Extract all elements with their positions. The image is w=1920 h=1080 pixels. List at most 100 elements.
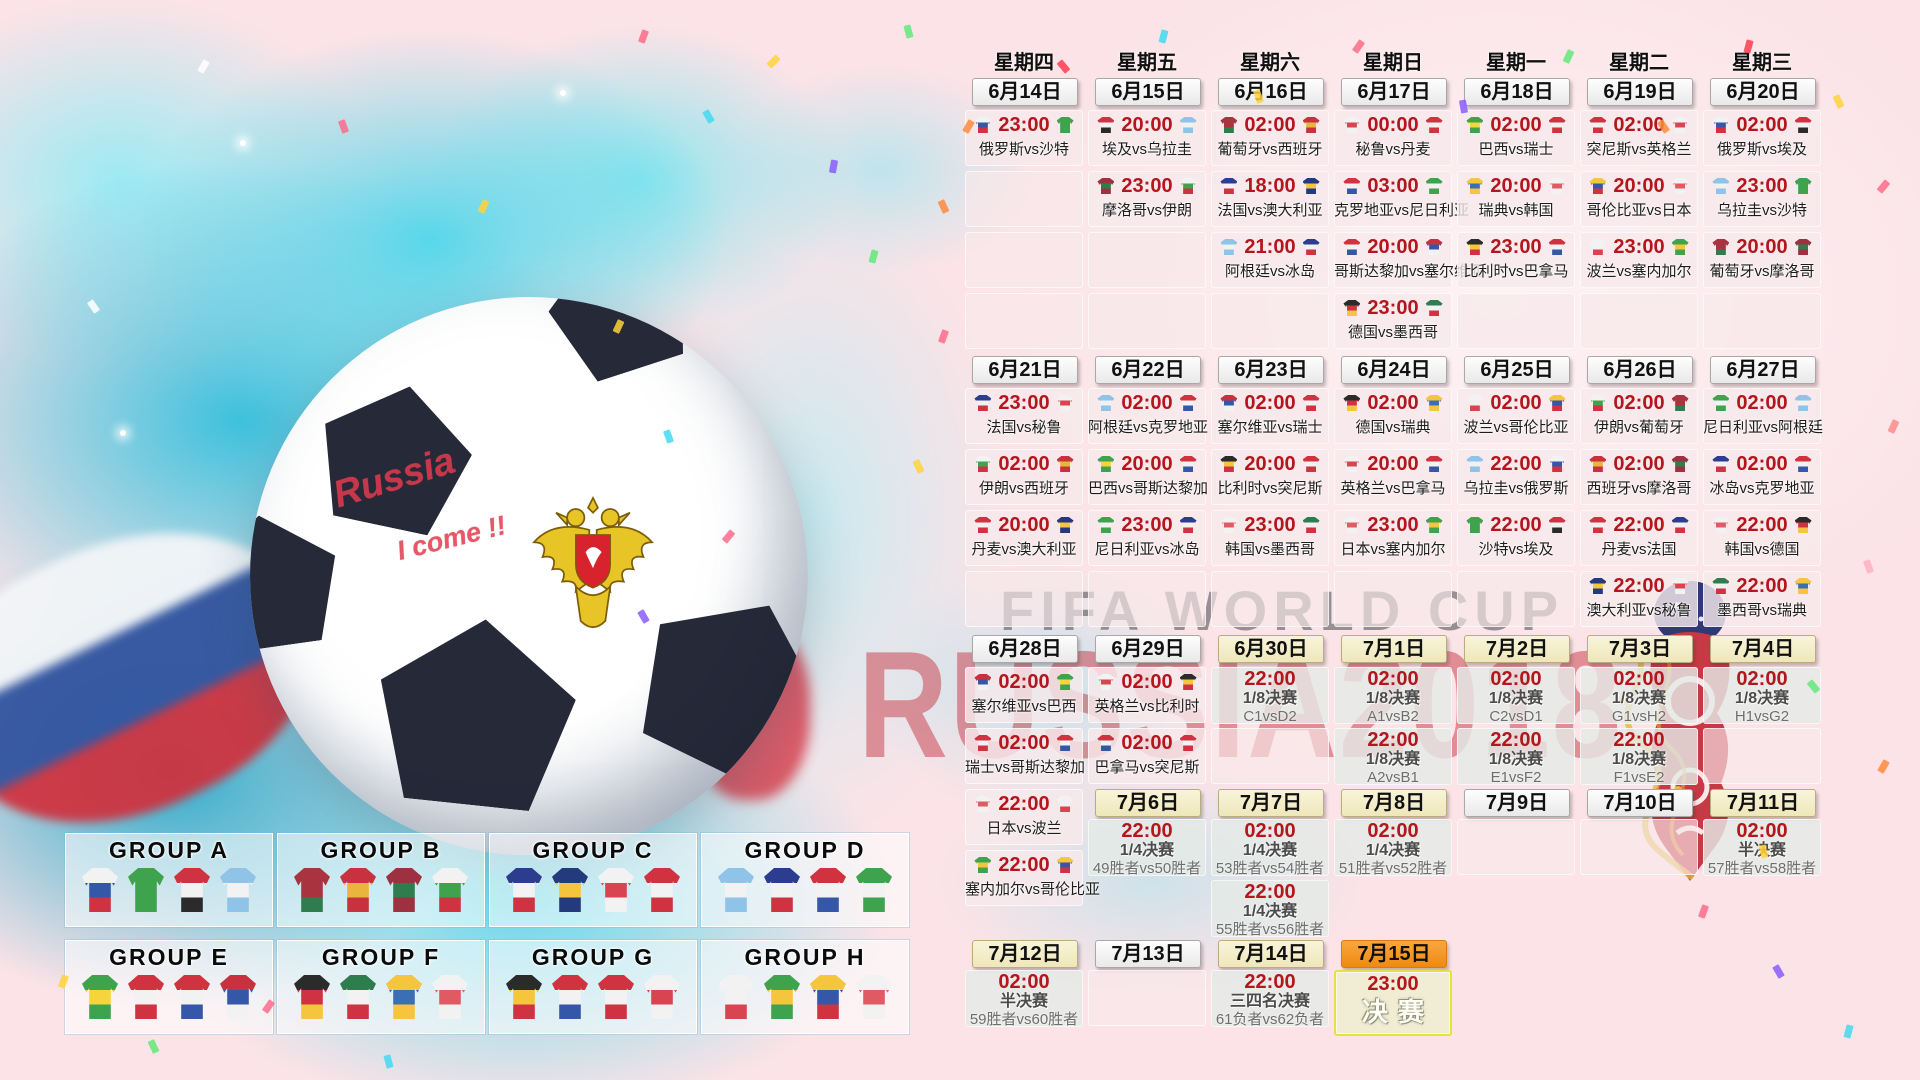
match-cell: 22:00 塞内加尔vs哥伦比亚 xyxy=(965,850,1100,906)
match-teams: 阿根廷vs克罗地亚 xyxy=(1088,419,1209,436)
empty-cell xyxy=(965,171,1083,227)
date-button[interactable]: 6月26日 xyxy=(1587,356,1693,384)
match-cell: 20:00 瑞典vs韩国 xyxy=(1457,171,1575,227)
match-teams: 葡萄牙vs西班牙 xyxy=(1217,141,1323,158)
date-button[interactable]: 7月15日 xyxy=(1341,940,1447,968)
home-jersey-icon xyxy=(1343,517,1361,533)
date-button[interactable]: 6月21日 xyxy=(972,356,1078,384)
date-button[interactable]: 6月23日 xyxy=(1218,356,1324,384)
knockout-pair: E1vsF2 xyxy=(1490,769,1542,786)
date-button[interactable]: 6月30日 xyxy=(1218,635,1324,663)
date-button[interactable]: 7月2日 xyxy=(1464,635,1570,663)
date-button[interactable]: 7月9日 xyxy=(1464,789,1570,817)
match-teams: 日本vs塞内加尔 xyxy=(1340,541,1446,558)
away-jersey-icon xyxy=(1671,178,1689,194)
match-row: 02:00 xyxy=(965,453,1083,475)
match-cell: 22:00 墨西哥vs瑞典 xyxy=(1703,571,1821,627)
date-button[interactable]: 7月12日 xyxy=(972,940,1078,968)
match-row: 22:00 xyxy=(1703,514,1821,536)
away-jersey-icon xyxy=(1056,456,1074,472)
away-jersey-icon xyxy=(1179,517,1197,533)
date-button[interactable]: 6月24日 xyxy=(1341,356,1447,384)
team-jersey-icon xyxy=(128,868,164,912)
match-time: 02:00 xyxy=(1613,392,1665,414)
match-row: 20:00 xyxy=(1334,453,1452,475)
match-time: 22:00 xyxy=(1490,453,1542,475)
home-jersey-icon xyxy=(1220,117,1238,133)
date-button[interactable]: 7月11日 xyxy=(1710,789,1816,817)
match-time: 23:00 xyxy=(998,392,1050,414)
knockout-round: 1/8决赛 xyxy=(1611,751,1667,768)
match-cell: 20:00 埃及vs乌拉圭 xyxy=(1088,110,1206,166)
team-jersey-icon xyxy=(220,868,256,912)
date-button[interactable]: 6月17日 xyxy=(1341,78,1447,106)
knockout-pair: A1vsB2 xyxy=(1367,708,1419,725)
date-button[interactable]: 7月6日 xyxy=(1095,789,1201,817)
home-jersey-icon xyxy=(1220,456,1238,472)
group-box: GROUP E xyxy=(65,940,273,1034)
match-teams: 波兰vs哥伦比亚 xyxy=(1463,419,1569,436)
knockout-pair: 51胜者vs52胜者 xyxy=(1338,860,1448,877)
team-jersey-icon xyxy=(644,868,680,912)
knockout-cell: 22:00 1/4决赛 55胜者vs56胜者 xyxy=(1211,880,1329,938)
match-teams: 韩国vs德国 xyxy=(1724,541,1800,558)
date-button[interactable]: 7月10日 xyxy=(1587,789,1693,817)
match-time: 18:00 xyxy=(1244,175,1296,197)
match-time: 02:00 xyxy=(998,732,1050,754)
away-jersey-icon xyxy=(1302,517,1320,533)
date-button[interactable]: 7月8日 xyxy=(1341,789,1447,817)
match-time: 02:00 xyxy=(1613,114,1665,136)
date-button[interactable]: 7月1日 xyxy=(1341,635,1447,663)
date-button[interactable]: 6月14日 xyxy=(972,78,1078,106)
match-cell: 23:00 比利时vs巴拿马 xyxy=(1457,232,1575,288)
date-button[interactable]: 6月27日 xyxy=(1710,356,1816,384)
team-jersey-icon xyxy=(82,868,118,912)
date-button[interactable]: 7月7日 xyxy=(1218,789,1324,817)
date-button[interactable]: 7月4日 xyxy=(1710,635,1816,663)
match-row: 23:00 xyxy=(1457,236,1575,258)
match-cell: 02:00 伊朗vs西班牙 xyxy=(965,449,1083,505)
match-time: 02:00 xyxy=(1736,392,1788,414)
away-jersey-icon xyxy=(1548,517,1566,533)
date-button[interactable]: 6月16日 xyxy=(1218,78,1324,106)
match-time: 02:00 xyxy=(998,453,1050,475)
date-button[interactable]: 7月13日 xyxy=(1095,940,1201,968)
date-button[interactable]: 6月29日 xyxy=(1095,635,1201,663)
away-jersey-icon xyxy=(1425,239,1443,255)
match-teams: 韩国vs墨西哥 xyxy=(1224,541,1315,558)
knockout-cell: 02:00 1/4决赛 53胜者vs54胜者 xyxy=(1211,819,1329,877)
knockout-time: 02:00 xyxy=(1736,668,1788,690)
match-teams: 哥伦比亚vs日本 xyxy=(1586,202,1692,219)
match-time: 03:00 xyxy=(1367,175,1419,197)
date-button[interactable]: 6月18日 xyxy=(1464,78,1570,106)
match-cell: 02:00 西班牙vs摩洛哥 xyxy=(1580,449,1698,505)
match-teams: 波兰vs塞内加尔 xyxy=(1586,263,1692,280)
knockout-pair: 49胜者vs50胜者 xyxy=(1092,860,1202,877)
match-row: 22:00 xyxy=(1580,575,1698,597)
match-cell: 03:00 克罗地亚vs尼日利亚 xyxy=(1334,171,1469,227)
match-time: 23:00 xyxy=(1121,514,1173,536)
knockout-round: 1/8决赛 xyxy=(1488,751,1544,768)
match-time: 02:00 xyxy=(1244,392,1296,414)
date-button[interactable]: 6月25日 xyxy=(1464,356,1570,384)
date-button[interactable]: 6月20日 xyxy=(1710,78,1816,106)
empty-cell xyxy=(965,293,1083,349)
date-button[interactable]: 6月28日 xyxy=(972,635,1078,663)
match-cell: 23:00 韩国vs墨西哥 xyxy=(1211,510,1329,566)
away-jersey-icon xyxy=(1179,674,1197,690)
home-jersey-icon xyxy=(1589,117,1607,133)
match-teams: 尼日利亚vs冰岛 xyxy=(1094,541,1200,558)
match-time: 20:00 xyxy=(1121,114,1173,136)
match-cell: 02:00 尼日利亚vs阿根廷 xyxy=(1703,388,1823,444)
date-button[interactable]: 7月14日 xyxy=(1218,940,1324,968)
date-button[interactable]: 7月3日 xyxy=(1587,635,1693,663)
date-button[interactable]: 6月15日 xyxy=(1095,78,1201,106)
knockout-round: 1/4决赛 xyxy=(1119,842,1175,859)
match-time: 23:00 xyxy=(1736,175,1788,197)
group-box: GROUP H xyxy=(701,940,909,1034)
match-row: 03:00 xyxy=(1334,175,1452,197)
date-button[interactable]: 6月19日 xyxy=(1587,78,1693,106)
match-teams: 比利时vs突尼斯 xyxy=(1217,480,1323,497)
weekday-label: 星期四 xyxy=(994,52,1054,74)
date-button[interactable]: 6月22日 xyxy=(1095,356,1201,384)
